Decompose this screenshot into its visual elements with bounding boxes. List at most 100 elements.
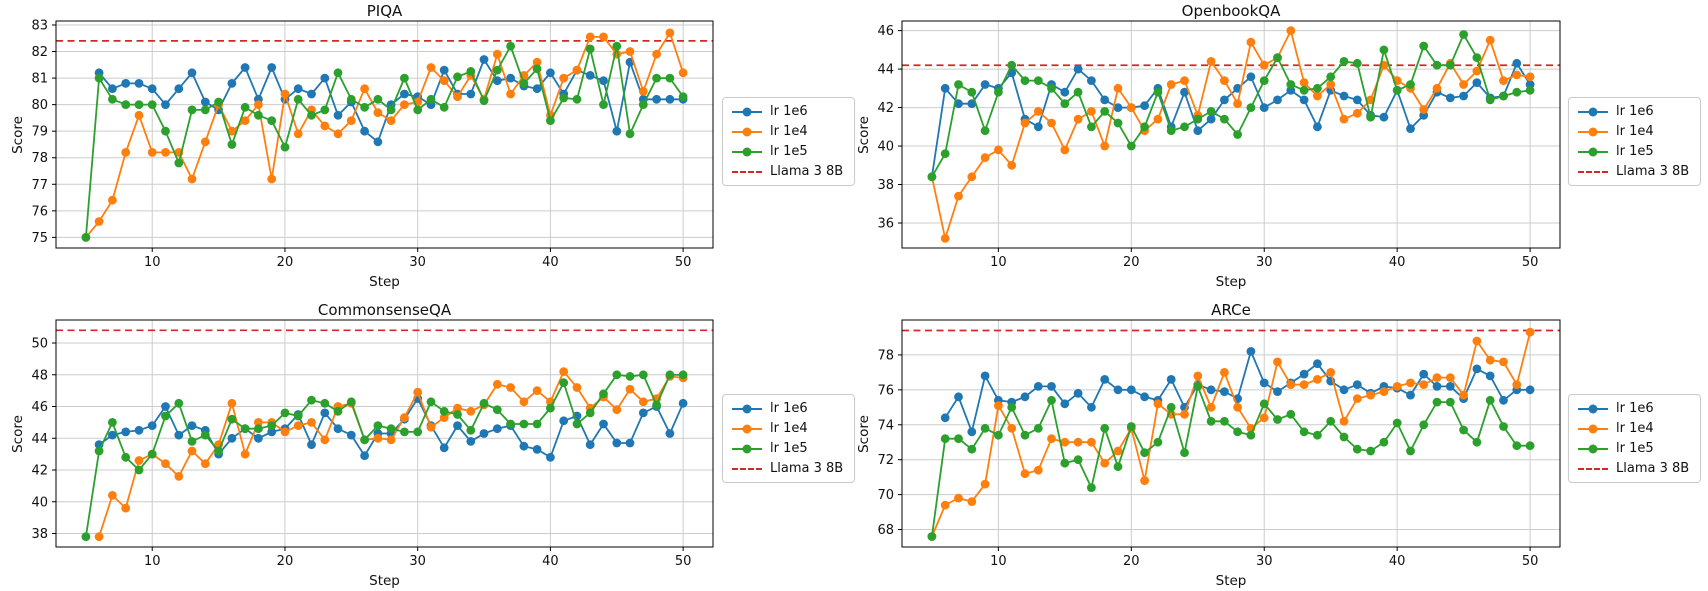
legend-item-llama-3-8b: Llama 3 8B	[1578, 165, 1689, 178]
svg-text:20: 20	[1123, 554, 1140, 569]
legend-label: Llama 3 8B	[1616, 461, 1690, 476]
svg-text:76: 76	[877, 383, 894, 398]
piqa-plot-area: 10 20 30 40 50 75 76 77 78 79 80 81 82 83	[31, 18, 714, 270]
legend-label: lr 1e4	[770, 124, 808, 139]
svg-text:44: 44	[877, 63, 894, 78]
piqa-y-axis-label: Score	[10, 115, 26, 154]
legend-label: lr 1e5	[770, 441, 808, 456]
series-lr-1e5	[81, 41, 688, 242]
legend-label: Llama 3 8B	[770, 164, 844, 179]
grid-lines	[56, 320, 713, 547]
svg-text:30: 30	[1256, 255, 1273, 270]
series-lr-1e6	[940, 347, 1535, 437]
tick-labels: 10 20 30 40 50 75 76 77 78 79 80 81 82 83	[31, 18, 691, 270]
legend-label: lr 1e6	[770, 104, 808, 119]
legend-label: lr 1e6	[770, 401, 808, 416]
svg-text:10: 10	[990, 255, 1007, 270]
svg-text:38: 38	[877, 178, 894, 193]
grid-lines	[902, 21, 1560, 248]
svg-text:50: 50	[1522, 554, 1539, 569]
svg-text:81: 81	[31, 72, 48, 87]
arce-title: ARCe	[1211, 301, 1251, 319]
series-lr-1e5	[927, 382, 1535, 541]
openbookqa-plot-area: 10 20 30 40 50 36 38 40 42 44 46	[877, 20, 1561, 270]
svg-text:40: 40	[542, 255, 559, 270]
svg-text:40: 40	[1389, 255, 1406, 270]
legend-item-lr-1e4: lr 1e4	[1578, 422, 1689, 435]
svg-text:83: 83	[31, 18, 48, 33]
arce-legend: lr 1e6 lr 1e4 lr 1e5 Llama 3 8B	[1568, 394, 1702, 483]
commonsenseqa-plot-area: 10 20 30 40 50 38 40 42 44 46 48 50	[31, 319, 714, 569]
svg-text:10: 10	[144, 554, 161, 569]
svg-text:20: 20	[277, 554, 294, 569]
legend-item-llama-3-8b: Llama 3 8B	[732, 165, 843, 178]
legend-line-marker-icon	[732, 404, 762, 414]
legend-dashed-line-icon	[732, 467, 762, 470]
subplot-piqa: 10 20 30 40 50 75 76 77 78 79 80 81 82 83 PIQA Score …	[0, 0, 856, 295]
legend-line-marker-icon	[1578, 127, 1608, 137]
legend-label: Llama 3 8B	[770, 461, 844, 476]
legend-line-marker-icon	[1578, 107, 1608, 117]
subplot-commonsenseqa: 10 20 30 40 50 38 40 42 44 46 48 50 CommonsenseQA S…	[0, 295, 856, 591]
openbookqa-y-axis-label: Score	[856, 115, 872, 154]
legend-label: lr 1e5	[770, 144, 808, 159]
svg-text:78: 78	[31, 151, 48, 166]
piqa-legend: lr 1e6 lr 1e4 lr 1e5 Llama 3 8B	[722, 97, 856, 186]
piqa-title: PIQA	[366, 2, 403, 20]
svg-text:30: 30	[409, 255, 426, 270]
svg-text:38: 38	[31, 527, 48, 542]
commonsenseqa-y-axis-label: Score	[10, 414, 26, 453]
axes-border	[901, 20, 1561, 249]
commonsenseqa-legend: lr 1e6 lr 1e4 lr 1e5 Llama 3 8B	[722, 394, 856, 483]
subplot-openbookqa: 10 20 30 40 50 36 38 40 42 44 46 OpenbookQA Score …	[845, 0, 1708, 295]
svg-text:20: 20	[1123, 255, 1140, 270]
axes-border	[55, 20, 714, 249]
svg-text:36: 36	[877, 216, 894, 231]
legend-line-marker-icon	[1578, 147, 1608, 157]
legend-line-marker-icon	[1578, 444, 1608, 454]
legend-item-llama-3-8b: Llama 3 8B	[1578, 462, 1689, 475]
legend-line-marker-icon	[732, 444, 762, 454]
svg-text:50: 50	[675, 554, 692, 569]
openbookqa-x-axis-label: Step	[1215, 274, 1247, 290]
svg-text:50: 50	[1522, 255, 1539, 270]
series-lr-1e4	[94, 367, 688, 542]
legend-line-marker-icon	[732, 107, 762, 117]
legend-label: lr 1e4	[1616, 421, 1654, 436]
arce-x-axis-label: Step	[1215, 573, 1247, 589]
svg-text:75: 75	[31, 231, 48, 246]
legend-line-marker-icon	[1578, 404, 1608, 414]
commonsenseqa-x-axis-label: Step	[369, 573, 400, 589]
svg-text:40: 40	[542, 554, 559, 569]
legend-item-lr-1e5: lr 1e5	[1578, 442, 1689, 455]
legend-label: lr 1e6	[1616, 104, 1654, 119]
svg-text:50: 50	[675, 255, 692, 270]
legend-line-marker-icon	[732, 147, 762, 157]
svg-text:42: 42	[877, 101, 894, 116]
legend-line-marker-icon	[1578, 424, 1608, 434]
arce-y-axis-label: Score	[856, 414, 872, 453]
legend-label: lr 1e5	[1616, 144, 1654, 159]
svg-text:40: 40	[31, 495, 48, 510]
legend-item-lr-1e5: lr 1e5	[732, 442, 843, 455]
grid-lines	[902, 320, 1560, 547]
legend-item-lr-1e6: lr 1e6	[1578, 105, 1689, 118]
openbookqa-title: OpenbookQA	[1181, 2, 1281, 20]
legend-label: lr 1e5	[1616, 441, 1654, 456]
svg-text:74: 74	[877, 418, 894, 433]
svg-text:77: 77	[31, 178, 48, 193]
legend-dashed-line-icon	[732, 170, 762, 173]
axes-border	[901, 319, 1561, 548]
legend-item-lr-1e6: lr 1e6	[1578, 402, 1689, 415]
tick-labels: 10 20 30 40 50 38 40 42 44 46 48 50	[31, 337, 691, 569]
legend-dashed-line-icon	[1578, 170, 1608, 173]
svg-text:82: 82	[31, 45, 48, 60]
svg-text:44: 44	[31, 432, 48, 447]
legend-item-lr-1e4: lr 1e4	[732, 125, 843, 138]
arce-plot-area: 10 20 30 40 50 68 70 72 74 76 78	[877, 319, 1561, 569]
svg-text:76: 76	[31, 204, 48, 219]
svg-text:42: 42	[31, 464, 48, 479]
tick-labels: 10 20 30 40 50 36 38 40 42 44 46	[877, 24, 1538, 270]
legend-label: lr 1e6	[1616, 401, 1654, 416]
legend-item-lr-1e4: lr 1e4	[1578, 125, 1689, 138]
